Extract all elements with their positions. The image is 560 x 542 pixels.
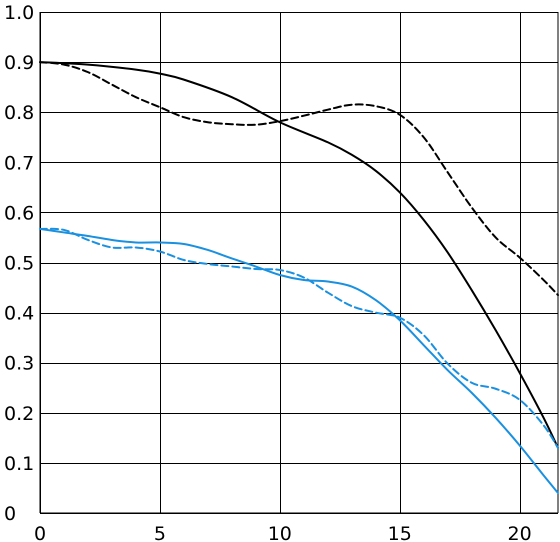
x-tick-label: 20 bbox=[508, 523, 532, 542]
y-tick-label: 0.6 bbox=[4, 202, 34, 224]
black-dashed-series-line bbox=[39, 61, 559, 297]
tick-labels: 0 0.1 0.2 0.3 0.4 0.5 0.6 0.7 0.8 0.9 1.0 0 5 10 15 20 bbox=[4, 2, 532, 542]
blue-dashed-series-line bbox=[39, 227, 559, 449]
y-tick-label: 0.7 bbox=[4, 152, 34, 174]
y-tick-label: 0.1 bbox=[4, 453, 34, 475]
x-tick-label: 15 bbox=[388, 523, 412, 542]
axes bbox=[39, 12, 559, 514]
y-tick-label: 0.8 bbox=[4, 102, 34, 124]
x-tick-label: 0 bbox=[34, 523, 46, 542]
y-tick-label: 0.5 bbox=[4, 253, 34, 275]
series-group bbox=[39, 61, 559, 494]
y-tick-label: 0.9 bbox=[4, 52, 34, 74]
y-tick-label: 1.0 bbox=[4, 2, 34, 24]
y-tick-label: 0 bbox=[4, 503, 16, 525]
x-tick-label: 5 bbox=[154, 523, 166, 542]
blue-solid-series-line bbox=[39, 227, 559, 494]
black-solid-series-line bbox=[39, 61, 559, 449]
y-tick-label: 0.4 bbox=[4, 303, 34, 325]
y-tick-label: 0.3 bbox=[4, 353, 34, 375]
x-tick-label: 10 bbox=[268, 523, 292, 542]
y-tick-label: 0.2 bbox=[4, 403, 34, 425]
